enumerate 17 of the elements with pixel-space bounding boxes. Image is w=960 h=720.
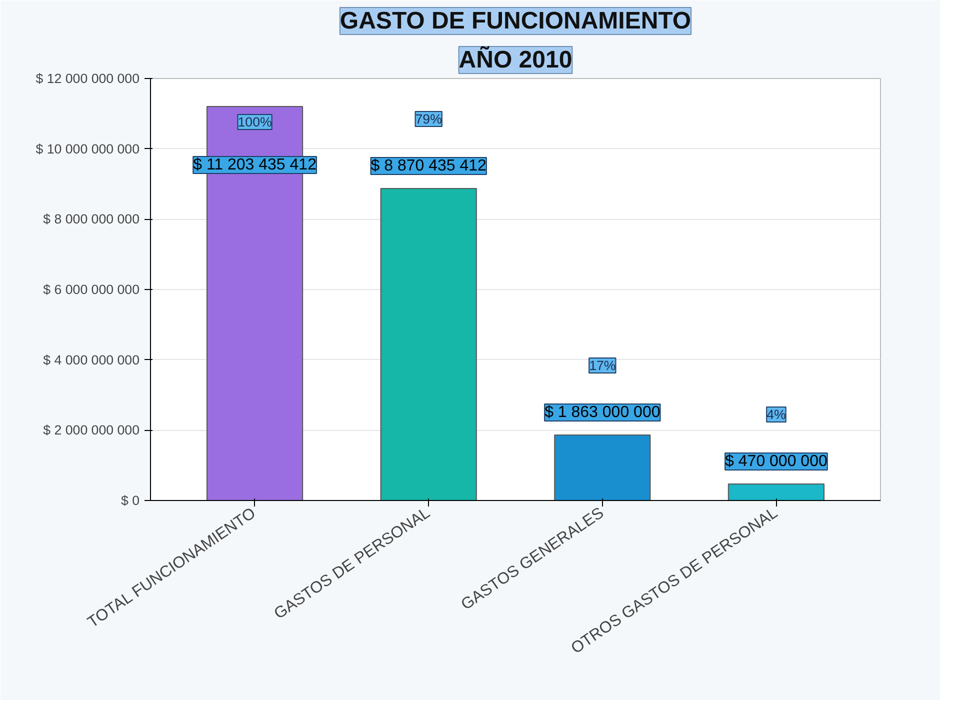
bar xyxy=(554,434,651,500)
y-tick-label: $ 6 000 000 000 xyxy=(43,282,140,297)
y-tick-label: $ 12 000 000 000 xyxy=(36,71,140,86)
annotation: 79% xyxy=(415,112,442,127)
y-tick-label: $ 4 000 000 000 xyxy=(43,352,140,368)
annotation: 17% xyxy=(589,358,616,373)
chart-subtitle: AÑO 2010 xyxy=(458,46,572,74)
y-tick-label: $ 10 000 000 000 xyxy=(36,141,140,156)
annotation: 4% xyxy=(766,406,786,422)
annotation: 100% xyxy=(238,114,272,130)
y-tick-label: $ 2 000 000 000 xyxy=(43,422,140,438)
y-tick-label: $ 8 000 000 000 xyxy=(43,212,140,227)
chart-title: GASTO DE FUNCIONAMIENTO xyxy=(340,8,692,34)
data-label: $ 8 870 435 412 xyxy=(370,158,487,175)
bar xyxy=(728,483,825,500)
bar xyxy=(380,188,477,500)
y-tick-label: $ 0 xyxy=(120,493,140,508)
